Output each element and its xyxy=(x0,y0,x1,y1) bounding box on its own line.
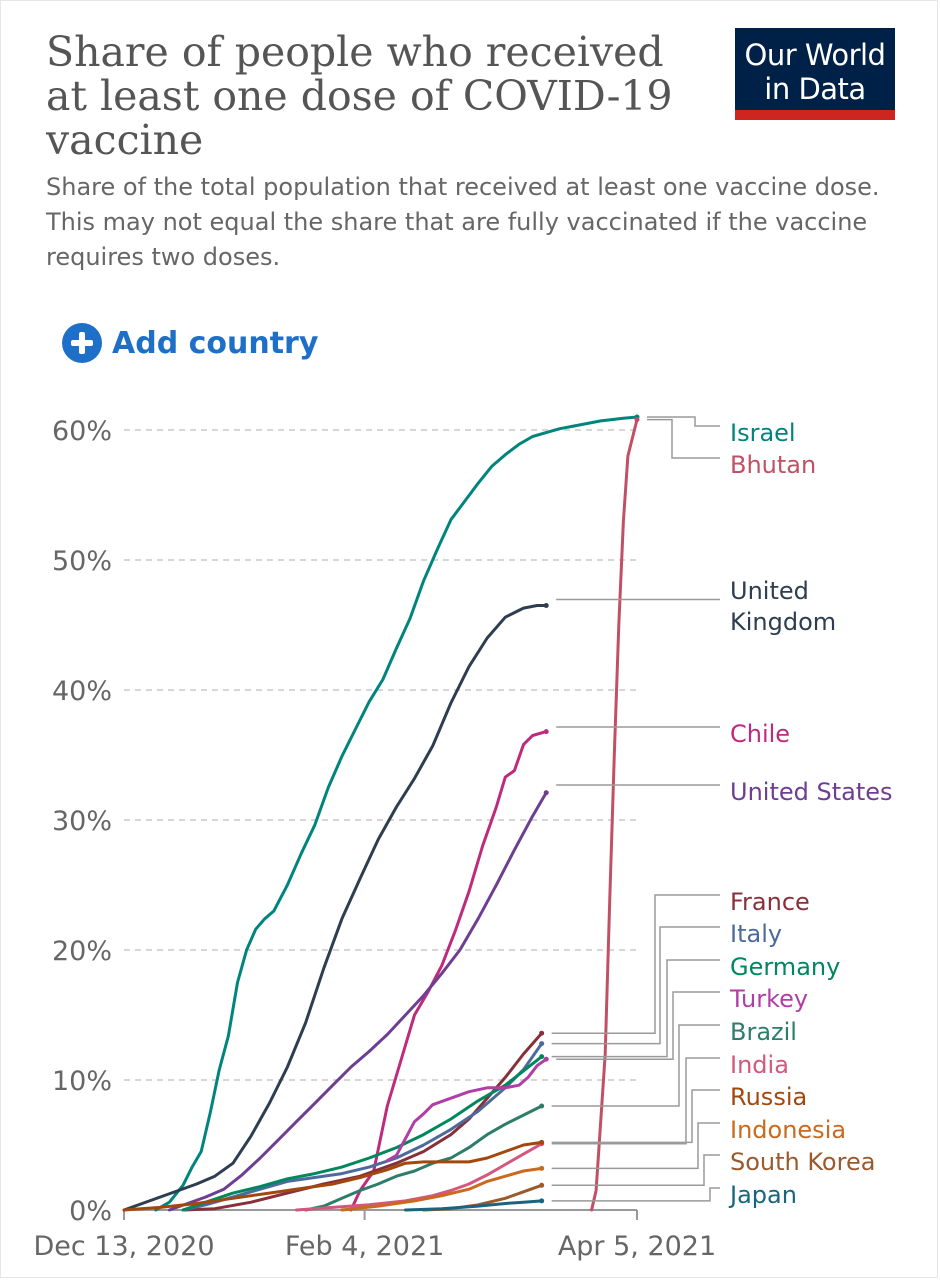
plus-circle-icon xyxy=(62,323,102,363)
add-country-button[interactable]: Add country xyxy=(62,322,318,364)
legend-leader-line xyxy=(556,991,720,1060)
y-tick-label: 20% xyxy=(52,936,112,967)
legend-label-japan[interactable]: Japan xyxy=(728,1181,797,1209)
series-endpoint xyxy=(543,790,549,796)
series-line-india[interactable] xyxy=(295,1142,544,1212)
y-tick-label: 30% xyxy=(52,806,112,837)
legend-leader-line xyxy=(551,894,720,1034)
series-line-russia[interactable] xyxy=(122,1140,544,1212)
series-endpoint xyxy=(543,603,549,608)
legend-label-united-states[interactable]: United States xyxy=(730,778,893,806)
series-endpoint xyxy=(543,1056,549,1062)
legend-label-south-korea[interactable]: South Korea xyxy=(730,1148,875,1176)
series-endpoint xyxy=(539,1165,545,1171)
series-endpoint xyxy=(539,1041,545,1047)
legend-label-indonesia[interactable]: Indonesia xyxy=(730,1116,846,1144)
legend: Israel Bhutan United Kingdom Chile United Sta… xyxy=(728,419,893,1209)
grid-lines xyxy=(124,429,637,1081)
add-country-label: Add country xyxy=(112,325,319,361)
legend-leader-line xyxy=(647,418,720,459)
chart-subtitle: Share of the total population that recei… xyxy=(46,173,880,271)
series-endpoint xyxy=(539,1139,545,1145)
series-endpoint xyxy=(539,1198,545,1204)
legend-label-germany[interactable]: Germany xyxy=(730,953,840,981)
legend-leader-line xyxy=(551,1187,720,1202)
series-endpoint xyxy=(543,729,549,735)
legend-label-bhutan[interactable]: Bhutan xyxy=(730,451,816,479)
legend-label-turkey[interactable]: Turkey xyxy=(729,985,808,1013)
x-tick-label: Dec 13, 2020 xyxy=(33,1231,214,1262)
x-axis: Dec 13, 2020 Feb 4, 2021 Apr 5, 2021 xyxy=(33,1209,716,1262)
series-line-chile[interactable] xyxy=(349,730,548,1212)
series-endpoint xyxy=(539,1030,545,1036)
legend-label-italy[interactable]: Italy xyxy=(730,920,782,948)
series-line-italy[interactable] xyxy=(181,1042,544,1212)
logo-line-2: in Data xyxy=(764,72,866,106)
legend-label-india[interactable]: India xyxy=(730,1051,789,1079)
legend-label-united-kingdom[interactable]: Kingdom xyxy=(730,608,836,636)
legend-label-united-kingdom[interactable]: United xyxy=(730,577,809,605)
series-line-indonesia[interactable] xyxy=(340,1166,544,1212)
y-tick-label: 10% xyxy=(52,1066,112,1097)
owid-logo[interactable]: Our World in Data xyxy=(735,28,895,120)
series-line-united-states[interactable] xyxy=(167,791,548,1212)
legend-label-brazil[interactable]: Brazil xyxy=(730,1018,797,1046)
series-line-brazil[interactable] xyxy=(304,1104,544,1212)
legend-label-france[interactable]: France xyxy=(730,888,810,916)
series-line-turkey[interactable] xyxy=(385,1057,548,1163)
legend-leader-line xyxy=(647,416,720,427)
legend-label-russia[interactable]: Russia xyxy=(730,1083,807,1111)
chart-title: Share of people who received at least on… xyxy=(46,28,673,164)
logo-accent-bar xyxy=(735,110,895,120)
y-axis-ticks: 0% 10% 20% 30% 40% 50% 60% xyxy=(52,416,112,1227)
legend-leader-line xyxy=(551,1024,720,1107)
series-line-united-kingdom[interactable] xyxy=(122,604,548,1212)
series-line-france[interactable] xyxy=(181,1031,544,1212)
y-tick-label: 0% xyxy=(69,1196,112,1227)
y-tick-label: 50% xyxy=(52,546,112,577)
x-tick-label: Feb 4, 2021 xyxy=(285,1231,444,1262)
series-line-bhutan[interactable] xyxy=(590,418,639,1212)
series-line-germany[interactable] xyxy=(181,1055,544,1212)
series-endpoint xyxy=(634,417,640,423)
legend-leader-line xyxy=(551,1089,720,1144)
legend-leader-line xyxy=(551,1057,720,1145)
series-line-israel[interactable] xyxy=(154,415,639,1212)
legend-leader-line xyxy=(551,1154,720,1187)
y-tick-label: 40% xyxy=(52,676,112,707)
legend-leader-line xyxy=(551,926,720,1045)
legend-leader-line xyxy=(551,959,720,1058)
series-endpoint xyxy=(539,1182,545,1188)
series-line-japan[interactable] xyxy=(404,1199,544,1212)
legend-leader-line xyxy=(551,1122,720,1170)
legend-label-israel[interactable]: Israel xyxy=(730,419,796,447)
logo-line-1: Our World xyxy=(744,38,886,72)
series-lines xyxy=(122,414,640,1212)
series-endpoint xyxy=(539,1054,545,1060)
legend-leaders xyxy=(551,416,720,1202)
x-tick-label: Apr 5, 2021 xyxy=(558,1231,716,1262)
series-endpoint xyxy=(539,1103,545,1109)
legend-label-chile[interactable]: Chile xyxy=(730,720,790,748)
y-tick-label: 60% xyxy=(52,416,112,447)
